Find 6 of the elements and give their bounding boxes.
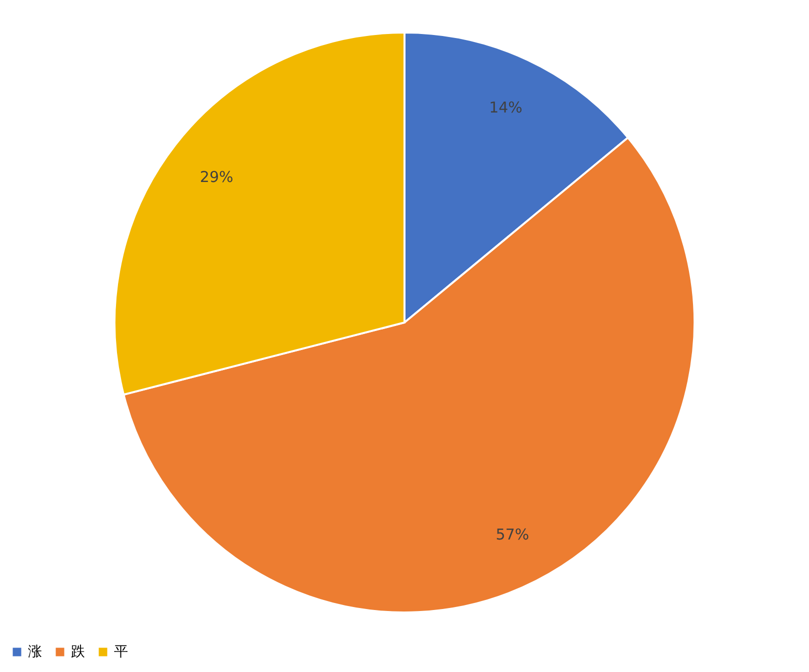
- data-label: 57%: [496, 525, 530, 544]
- data-label: 14%: [489, 98, 522, 116]
- legend-label: 跌: [71, 644, 85, 660]
- legend-label: 涨: [28, 644, 42, 660]
- legend-label: 平: [114, 644, 128, 660]
- data-label: 29%: [200, 168, 234, 186]
